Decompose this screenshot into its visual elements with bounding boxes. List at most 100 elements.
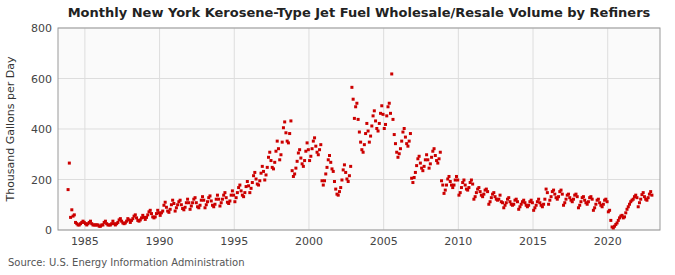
grid-line-x: [607, 28, 608, 230]
point: [552, 189, 555, 192]
point: [312, 140, 315, 143]
point: [263, 179, 266, 182]
point: [560, 189, 563, 192]
point: [444, 189, 447, 192]
point: [384, 123, 387, 126]
point: [579, 200, 582, 203]
point: [385, 114, 388, 117]
point: [279, 153, 282, 156]
point: [347, 180, 350, 183]
point: [443, 192, 446, 195]
point: [355, 102, 358, 105]
y-axis-label: Thousand Gallons per Day: [4, 56, 17, 203]
point: [313, 136, 316, 139]
y-tick-label: 400: [31, 123, 52, 136]
point: [218, 205, 221, 208]
point: [165, 206, 168, 209]
point: [362, 151, 365, 154]
point: [419, 162, 422, 165]
point: [172, 202, 175, 205]
point: [297, 151, 300, 154]
point: [649, 190, 652, 193]
point: [225, 196, 228, 199]
point: [428, 167, 431, 170]
point: [221, 198, 224, 201]
point: [423, 165, 426, 168]
point: [201, 195, 204, 198]
point: [408, 140, 411, 143]
grid-line-x: [84, 28, 85, 230]
point: [334, 188, 337, 191]
point: [350, 86, 353, 89]
point: [413, 176, 416, 179]
point: [248, 191, 251, 194]
title: Monthly New York Kerosene-Type Jet Fuel …: [68, 5, 651, 20]
point: [277, 147, 280, 150]
point: [358, 131, 361, 134]
point: [189, 208, 192, 211]
point: [287, 141, 290, 144]
point: [134, 213, 137, 216]
x-tick-label: 2010: [444, 235, 472, 248]
point: [452, 184, 455, 187]
point: [332, 170, 335, 173]
point: [563, 201, 566, 204]
point: [267, 156, 270, 159]
point: [180, 203, 183, 206]
point: [314, 145, 317, 148]
point: [368, 141, 371, 144]
point: [337, 194, 340, 197]
point: [394, 142, 397, 145]
point: [206, 200, 209, 203]
point: [650, 194, 653, 197]
y-tick-label: 600: [31, 73, 52, 86]
point: [303, 159, 306, 162]
point: [597, 198, 600, 201]
point: [455, 175, 458, 178]
point: [191, 201, 194, 204]
point: [606, 200, 609, 203]
point: [550, 195, 553, 198]
point: [471, 183, 474, 186]
point: [429, 162, 432, 165]
point: [609, 219, 612, 222]
grid-line-x: [533, 28, 534, 230]
point: [205, 203, 208, 206]
point: [233, 200, 236, 203]
point: [567, 193, 570, 196]
point: [418, 155, 421, 158]
point: [403, 127, 406, 130]
point: [492, 191, 495, 194]
point: [572, 198, 575, 201]
point: [367, 130, 370, 133]
point: [475, 191, 478, 194]
point: [204, 206, 207, 209]
point: [637, 205, 640, 208]
point: [281, 141, 284, 144]
point: [273, 161, 276, 164]
point: [262, 170, 265, 173]
point: [322, 184, 325, 187]
point: [516, 200, 519, 203]
point: [404, 136, 407, 139]
point: [175, 206, 178, 209]
point: [252, 174, 255, 177]
point: [396, 156, 399, 159]
point: [261, 165, 264, 168]
point: [378, 122, 381, 125]
point: [546, 191, 549, 194]
point: [482, 193, 485, 196]
y-tick-label: 0: [45, 224, 52, 237]
point: [582, 195, 585, 198]
point: [359, 141, 362, 144]
x-tick-label: 2020: [594, 235, 622, 248]
point: [202, 199, 205, 202]
point: [411, 181, 414, 184]
point: [642, 191, 645, 194]
point: [624, 211, 627, 214]
point: [319, 143, 322, 146]
point: [459, 191, 462, 194]
point: [328, 154, 331, 157]
point: [251, 181, 254, 184]
y-tick-label: 200: [31, 174, 52, 187]
